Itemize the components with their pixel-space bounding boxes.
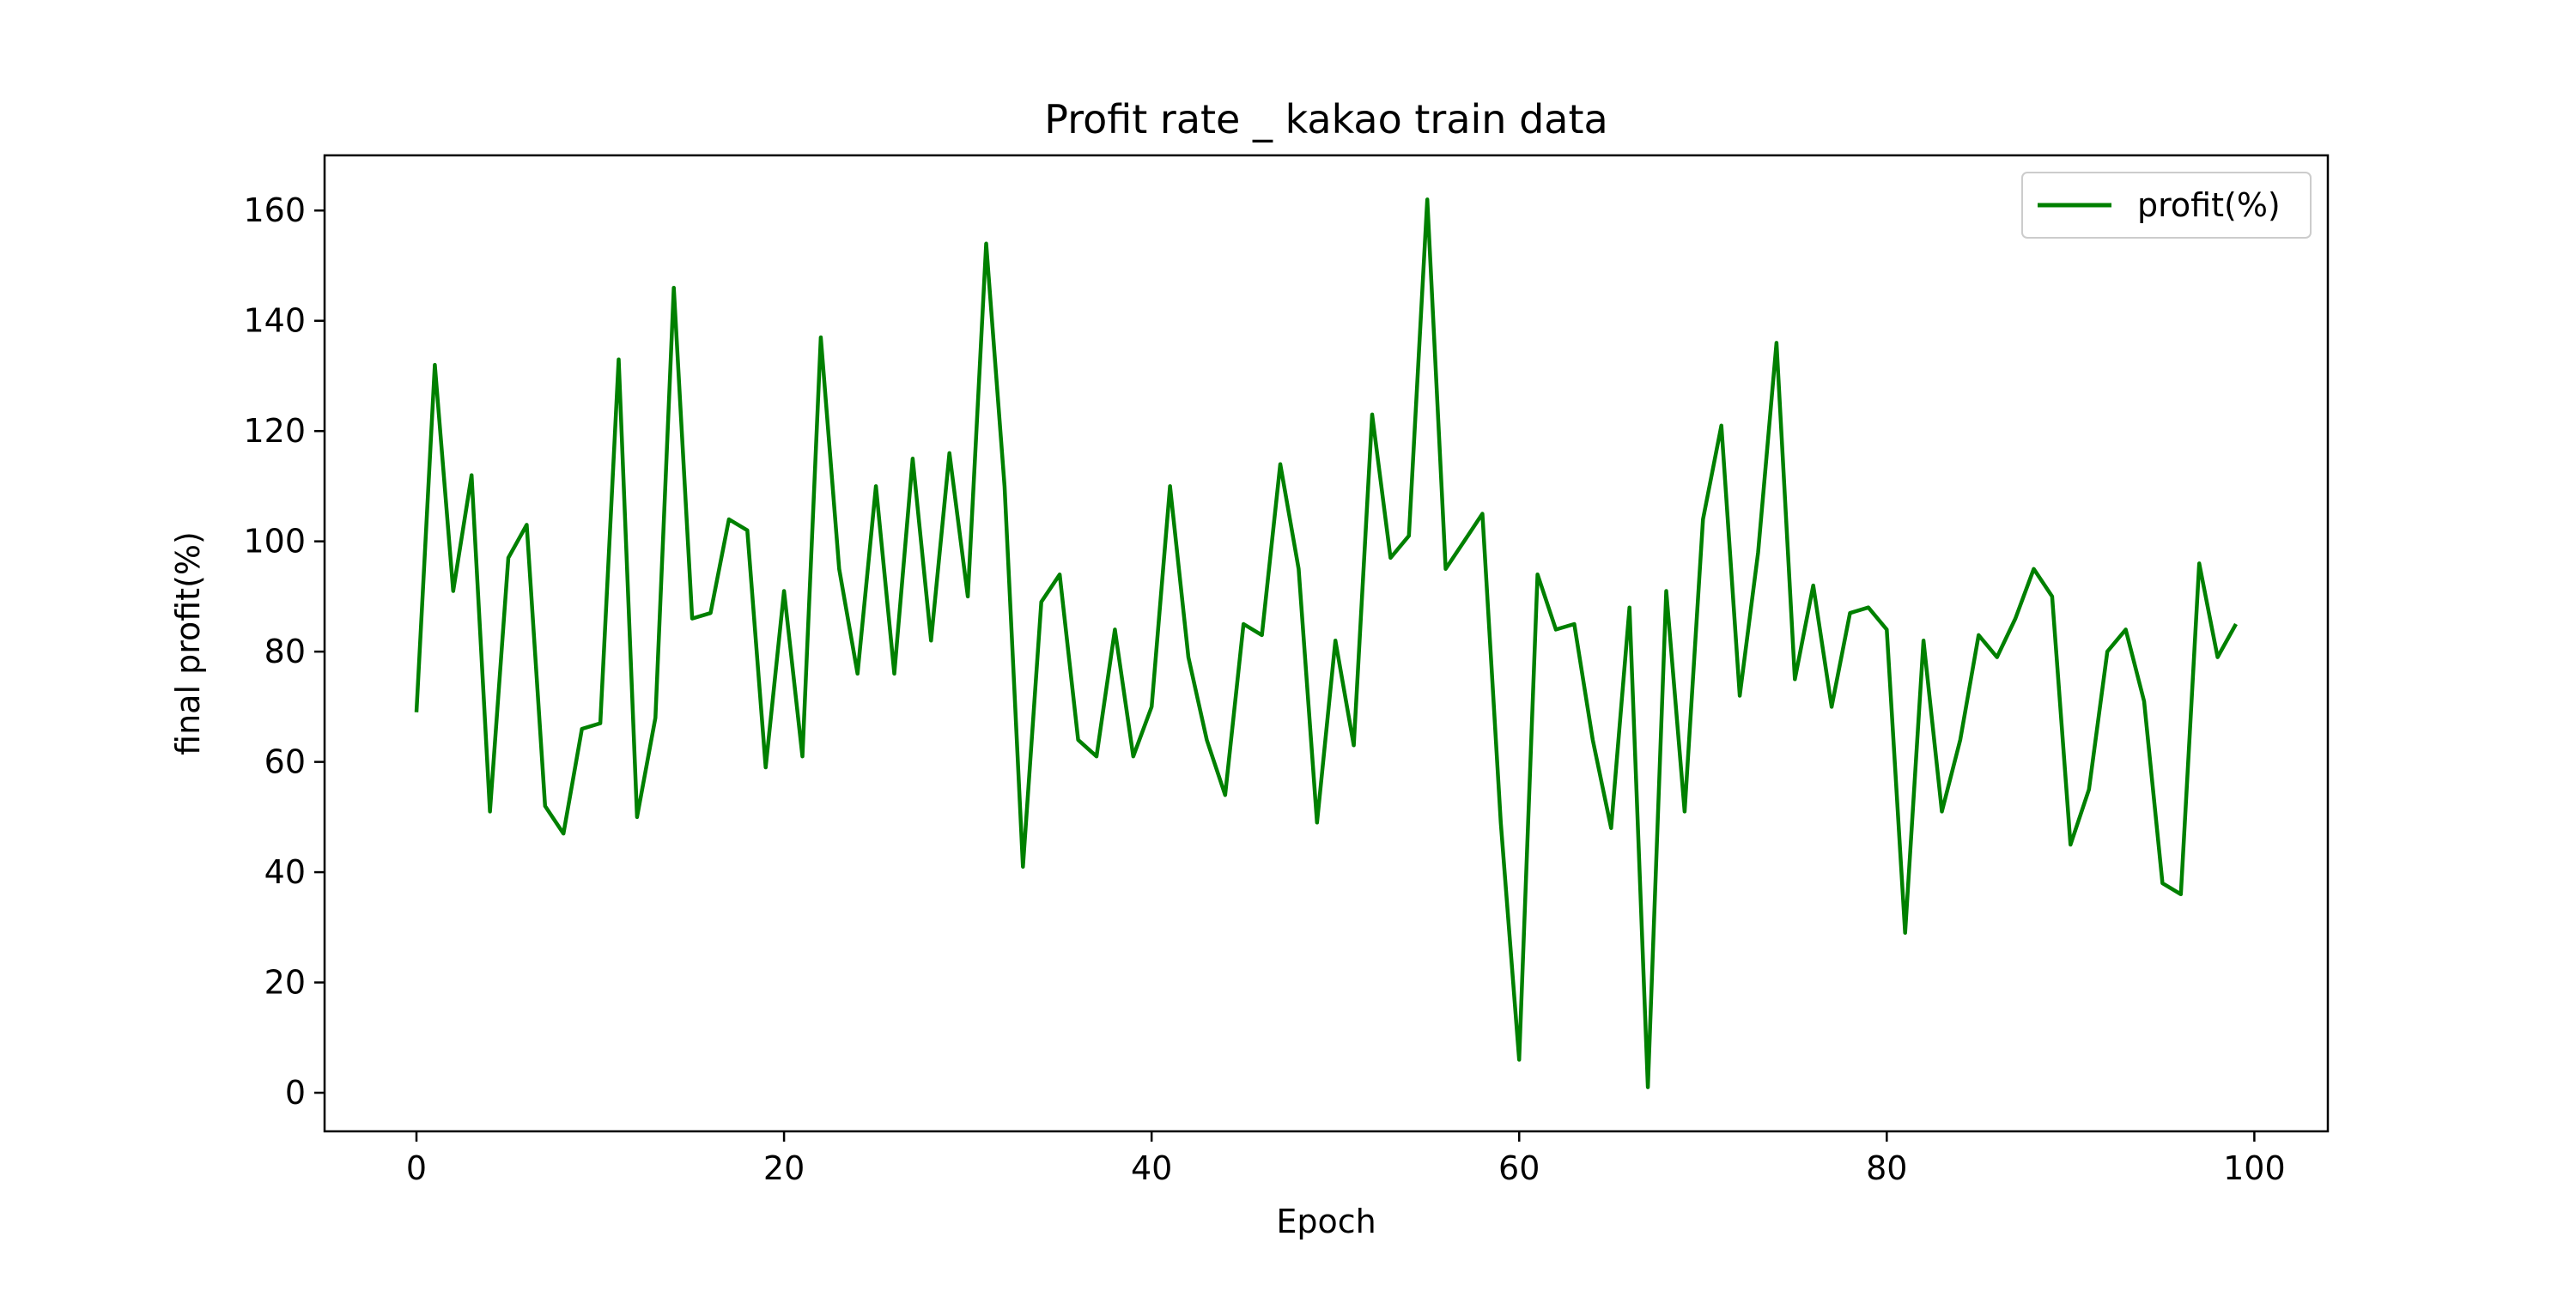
- legend-label-profit: profit(%): [2137, 186, 2281, 224]
- x-tick-label: 100: [2223, 1149, 2286, 1187]
- x-tick-label: 60: [1498, 1149, 1540, 1187]
- y-tick-label: 0: [285, 1074, 306, 1112]
- y-tick-label: 40: [264, 853, 306, 891]
- x-axis-ticks: 0 20 40 60 80 100: [406, 1131, 2286, 1187]
- y-tick-label: 20: [264, 964, 306, 1002]
- x-tick-label: 20: [763, 1149, 805, 1187]
- y-axis-ticks: 0 20 40 60 80 100 120 140 160: [243, 191, 325, 1112]
- x-tick-label: 80: [1866, 1149, 1907, 1187]
- y-tick-label: 120: [243, 412, 306, 450]
- legend-box: [2021, 172, 2312, 239]
- y-tick-label: 160: [243, 191, 306, 229]
- legend: profit(%): [2021, 172, 2312, 239]
- y-axis-label: final profit(%): [169, 531, 207, 755]
- y-tick-label: 60: [264, 743, 306, 781]
- x-tick-label: 40: [1131, 1149, 1172, 1187]
- chart-title: Profit rate _ kakao train data: [1044, 96, 1607, 142]
- series-line-profit: [414, 197, 2238, 1089]
- y-tick-label: 80: [264, 633, 306, 670]
- plot-frame: [323, 154, 2330, 1133]
- y-tick-label: 100: [243, 523, 306, 561]
- y-tick-label: 140: [243, 302, 306, 340]
- plot-area: [414, 197, 2238, 1089]
- x-axis-label: Epoch: [1276, 1203, 1376, 1240]
- x-tick-label: 0: [406, 1149, 427, 1187]
